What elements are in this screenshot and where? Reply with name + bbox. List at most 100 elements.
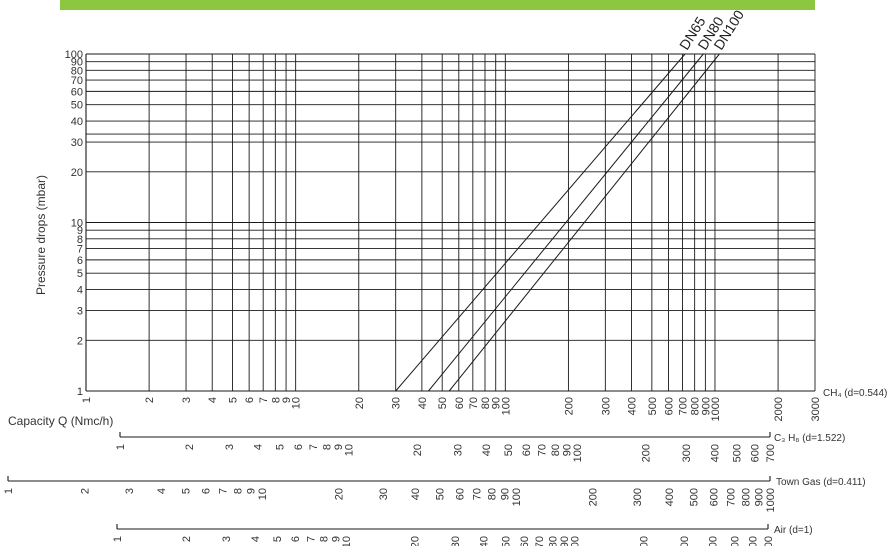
gas-axis-name: C₃ H₈ (d=1.522): [774, 433, 845, 444]
x-tick-label: 600: [750, 444, 762, 462]
x-tick-label: 5: [272, 536, 284, 542]
x-tick-label: 200: [587, 488, 599, 506]
x-axis-title: Capacity Q (Nmc/h): [8, 414, 113, 428]
x-tick-label: 6: [244, 397, 256, 403]
x-tick-label: 4: [250, 536, 262, 542]
x-tick-label: 60: [521, 444, 533, 456]
x-tick-label: 4: [207, 397, 219, 403]
x-tick-label: 90: [491, 397, 503, 409]
x-tick-label: 800: [740, 488, 752, 506]
x-tick-label: 1000: [710, 397, 722, 421]
x-tick-label: 90: [499, 488, 511, 500]
x-tick-label: 8: [232, 488, 244, 494]
x-tick-label: 7: [308, 444, 320, 450]
x-tick-label: 500: [647, 397, 659, 415]
y-tick-label: 1: [77, 386, 83, 398]
x-tick-label: 20: [333, 488, 345, 500]
x-tick-label: 9: [245, 488, 257, 494]
x-tick-label: 80: [486, 488, 498, 500]
x-tick-label: 700: [763, 536, 775, 546]
y-tick-label: 70: [71, 75, 83, 87]
x-tick-label: 400: [707, 536, 719, 546]
x-tick-label: 70: [472, 488, 484, 500]
x-tick-label: 9: [281, 397, 293, 403]
x-tick-label: 40: [479, 536, 491, 546]
x-tick-label: 300: [632, 488, 644, 506]
x-tick-label: 60: [519, 536, 531, 546]
x-tick-label: 30: [450, 536, 462, 546]
x-tick-label: 5: [228, 397, 240, 403]
x-tick-label: 500: [732, 444, 744, 462]
dn-series-line: [428, 53, 704, 392]
x-tick-label: 1000: [765, 488, 777, 512]
grid: [85, 53, 816, 392]
x-tick-label: 30: [391, 397, 403, 409]
x-tick-label: 10: [257, 488, 269, 500]
x-tick-label: 50: [503, 444, 515, 456]
x-tick-label: 20: [412, 444, 424, 456]
x-tick-label: 7: [218, 488, 230, 494]
x-tick-label: 600: [709, 488, 721, 506]
x-tick-label: 70: [468, 397, 480, 409]
x-tick-label: 7: [305, 536, 317, 542]
x-tick-label: 900: [700, 397, 712, 415]
x-tick-label: 400: [709, 444, 721, 462]
y-tick-label: 10: [71, 218, 83, 230]
x-tick-label: 1: [112, 536, 124, 542]
x-tick-label: 5: [275, 444, 287, 450]
x-tick-label: 900: [753, 488, 765, 506]
y-tick-label: 9: [77, 225, 83, 237]
x-tick-label: 2: [184, 444, 196, 450]
y-tick-label: 5: [77, 268, 83, 280]
x-tick-label: 70: [537, 444, 549, 456]
x-tick-label: 1: [81, 397, 93, 403]
x-tick-label: 2: [181, 536, 193, 542]
x-tick-label: 100: [572, 444, 584, 462]
header-accent-bar: [60, 0, 815, 10]
x-tick-label: 9: [333, 444, 345, 450]
y-tick-label: 90: [71, 57, 83, 69]
x-tick-label: 6: [293, 444, 305, 450]
y-tick-label: 80: [71, 65, 83, 77]
x-tick-label: 8: [270, 397, 282, 403]
x-tick-label: 3: [181, 397, 193, 403]
x-tick-label: 100: [511, 488, 523, 506]
x-tick-label: 50: [501, 536, 513, 546]
x-tick-label: 100: [570, 536, 582, 546]
x-tick-label: 20: [410, 536, 422, 546]
x-tick-label: 200: [639, 536, 651, 546]
x-tick-label: 10: [291, 397, 303, 409]
x-tick-label: 200: [563, 397, 575, 415]
x-tick-label: 3: [221, 536, 233, 542]
x-tick-label: 100: [500, 397, 512, 415]
x-tick-label: 60: [455, 488, 467, 500]
x-tick-label: 6: [290, 536, 302, 542]
x-tick-label: 300: [600, 397, 612, 415]
x-tick-label: 500: [730, 536, 742, 546]
x-tick-label: 80: [480, 397, 492, 409]
y-tick-label: 2: [77, 335, 83, 347]
x-tick-label: 8: [319, 536, 331, 542]
x-tick-label: 700: [726, 488, 738, 506]
y-tick-label: 4: [77, 285, 83, 297]
x-tick-label: 400: [664, 488, 676, 506]
x-tick-label: 10: [341, 536, 353, 546]
y-tick-label: 6: [77, 255, 83, 267]
x-tick-label: 700: [677, 397, 689, 415]
x-tick-label: 30: [452, 444, 464, 456]
x-tick-label: 3: [124, 488, 136, 494]
x-tick-label: 40: [481, 444, 493, 456]
gas-axis-name: CH₄ (d=0.544): [823, 388, 887, 399]
x-tick-label: 60: [454, 397, 466, 409]
x-tick-label: 40: [410, 488, 422, 500]
y-tick-label: 7: [77, 244, 83, 256]
x-tick-label: 2: [144, 397, 156, 403]
x-tick-label: 600: [663, 397, 675, 415]
y-tick-label: 3: [77, 306, 83, 318]
x-tick-label: 20: [354, 397, 366, 409]
x-tick-label: 40: [417, 397, 429, 409]
x-tick-label: 6: [201, 488, 213, 494]
x-tick-label: 9: [330, 536, 342, 542]
